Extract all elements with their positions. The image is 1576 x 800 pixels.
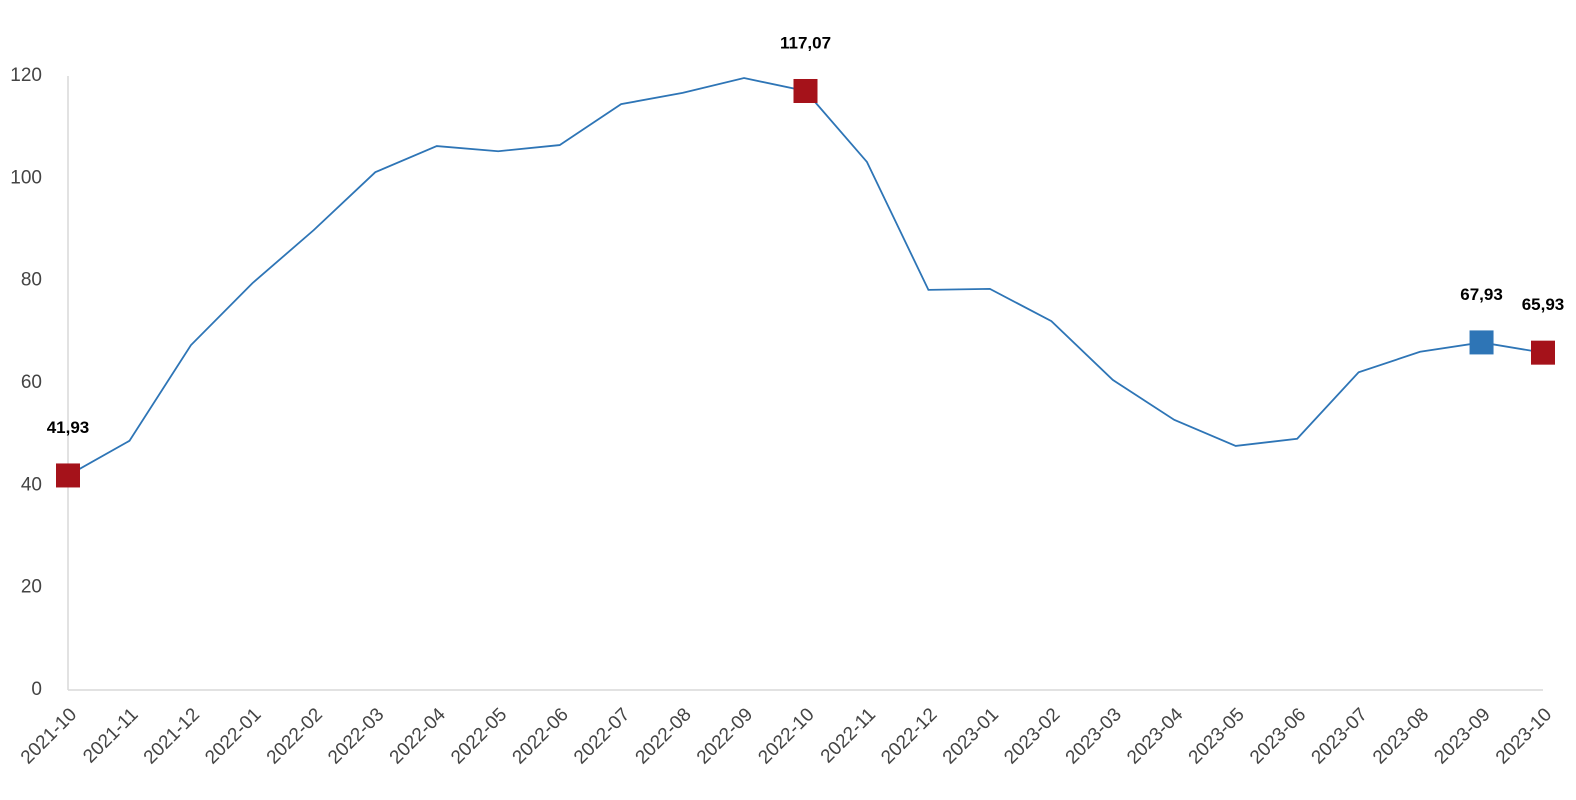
x-tick-label: 2022-06: [509, 704, 573, 768]
x-tick-label: 2023-08: [1369, 704, 1433, 768]
x-tick-label: 2022-09: [693, 704, 757, 768]
x-tick-label: 2022-07: [570, 704, 634, 768]
y-tick-label: 120: [10, 65, 42, 86]
marker: [1531, 340, 1555, 365]
x-tick-label: 2022-12: [877, 704, 941, 768]
data-label: 117,07: [780, 33, 831, 52]
marker: [1469, 330, 1494, 355]
marker: [793, 78, 818, 103]
x-tick-label: 2022-03: [324, 704, 388, 768]
x-tick-label: 2023-02: [1000, 704, 1064, 768]
y-tick-label: 100: [10, 167, 42, 188]
y-tick-label: 80: [21, 270, 42, 291]
x-tick-label: 2023-10: [1492, 704, 1556, 768]
x-tick-label: 2021-11: [79, 704, 142, 767]
line: [67, 77, 1544, 477]
y-tick-label: 40: [21, 474, 42, 495]
data-label: 41,93: [47, 418, 90, 437]
x-tick-label: 2022-11: [817, 704, 880, 767]
x-tick-label: 2022-10: [754, 704, 818, 768]
y-tick-label: 20: [21, 577, 42, 598]
x-tick-label: 2022-05: [447, 704, 511, 768]
x-tick-label: 2022-08: [632, 704, 696, 768]
x-tick-label: 2023-06: [1246, 704, 1310, 768]
data-label: 65,93: [1522, 295, 1565, 314]
x-tick-label: 2022-04: [386, 704, 450, 768]
marker: [56, 463, 80, 488]
x-tick-label: 2021-12: [140, 704, 204, 768]
x-tick-label: 2023-03: [1062, 704, 1126, 768]
x-tick-label: 2022-02: [263, 704, 327, 768]
y-tick-label: 0: [31, 679, 42, 700]
x-tick-label: 2023-09: [1430, 704, 1494, 768]
x-tick-label: 2022-01: [201, 704, 265, 768]
data-label: 67,93: [1460, 285, 1503, 304]
x-tick-label: 2023-01: [939, 704, 1003, 768]
x-tick-label: 2021-10: [17, 704, 81, 768]
x-tick-label: 2023-07: [1308, 704, 1372, 768]
x-tick-label: 2023-04: [1123, 704, 1187, 768]
x-tick-label: 2023-05: [1185, 704, 1249, 768]
y-tick-label: 60: [21, 372, 42, 393]
